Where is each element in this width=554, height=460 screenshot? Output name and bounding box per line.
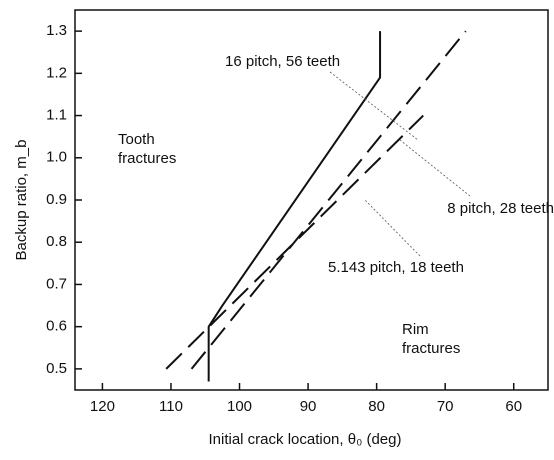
x-axis-label: Initial crack location, θ₀ (deg) [209,431,402,448]
y-tick-label: 1.2 [46,64,67,81]
y-tick-label: 0.5 [46,360,67,377]
leader-line [399,139,471,197]
x-tick-label: 60 [505,398,522,415]
y-tick-label: 0.7 [46,275,67,292]
x-tick-label: 70 [437,398,454,415]
y-tick-label: 0.9 [46,191,67,208]
leader-line [329,71,419,141]
x-tick-label: 90 [300,398,317,415]
leader-line [364,199,421,257]
annotation: Rim [402,321,429,338]
series-line [207,31,382,382]
series-line [190,30,467,370]
x-tick-label: 80 [368,398,385,415]
annotation: Tooth [118,131,155,148]
x-tick-label: 120 [90,398,115,415]
x-tick-label: 100 [227,398,252,415]
y-tick-label: 1.1 [46,107,67,124]
y-tick-label: 0.6 [46,318,67,335]
x-tick-label: 110 [159,398,183,415]
series-line [165,114,424,370]
series-label: 5.143 pitch, 18 teeth [328,259,464,276]
y-axis-label: Backup ratio, m_b [13,140,30,261]
series-label: 16 pitch, 56 teeth [225,53,340,70]
y-tick-label: 1.0 [46,149,67,166]
annotation: fractures [118,150,176,167]
annotation: fractures [402,340,460,357]
y-tick-label: 0.8 [46,233,67,250]
y-tick-label: 1.3 [46,22,67,39]
series-label: 8 pitch, 28 teeth [447,200,554,217]
